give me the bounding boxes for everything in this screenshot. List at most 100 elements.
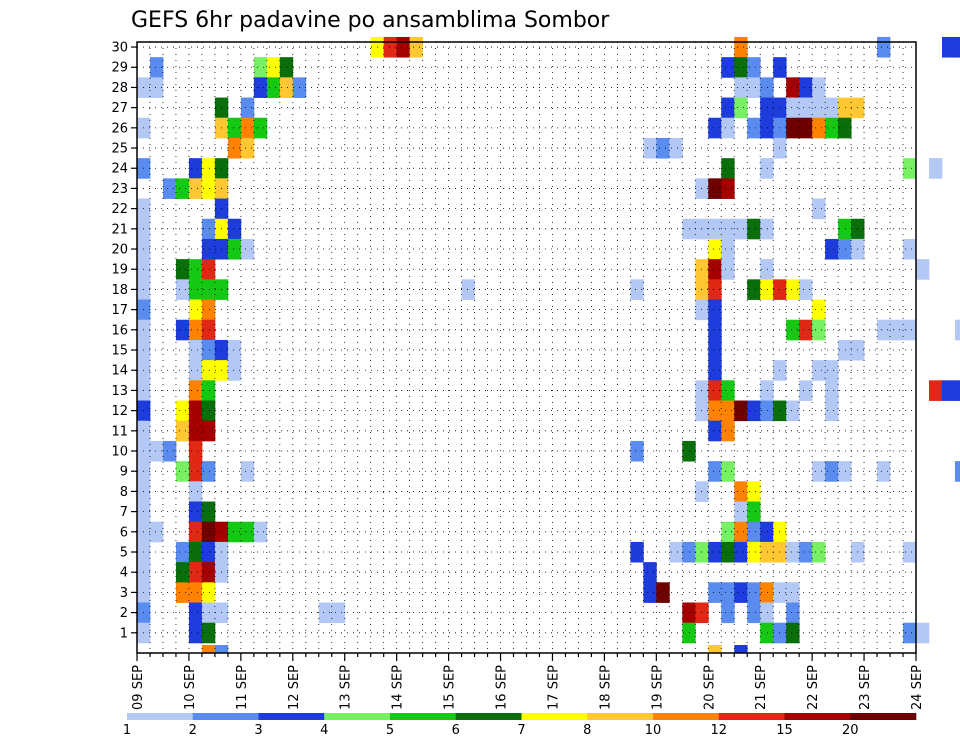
heatmap-cell xyxy=(786,279,800,300)
heatmap-cell xyxy=(721,238,735,260)
heatmap-cell xyxy=(227,238,242,260)
heatmap-cell xyxy=(734,36,748,58)
heatmap-cell xyxy=(916,622,930,644)
heatmap-cell xyxy=(734,481,748,502)
heatmap-cell xyxy=(903,622,917,644)
heatmap-cell xyxy=(175,541,190,563)
heatmap-cell xyxy=(188,562,203,583)
heatmap-cell xyxy=(721,259,735,280)
heatmap-cell xyxy=(188,440,203,462)
heatmap-cell xyxy=(954,461,960,482)
heatmap-cell xyxy=(708,238,722,260)
legend-label: 6 xyxy=(452,723,460,738)
heatmap-cell xyxy=(188,420,203,442)
x-tick-label: 13 SEP xyxy=(339,665,354,710)
heatmap-cell xyxy=(188,380,203,401)
heatmap-cell xyxy=(201,562,216,583)
x-tick-label: 09 SEP xyxy=(131,665,146,710)
heatmap-cell xyxy=(721,582,735,603)
legend-label: 10 xyxy=(645,723,662,738)
heatmap-cell xyxy=(760,380,774,401)
legend-swatch xyxy=(258,713,325,720)
heatmap-cell xyxy=(760,218,774,240)
heatmap-cell xyxy=(708,259,722,280)
heatmap-cell xyxy=(747,279,761,300)
heatmap-cell xyxy=(838,117,852,139)
heatmap-cell xyxy=(188,339,203,361)
heatmap-cell xyxy=(747,117,761,139)
heatmap-cell xyxy=(396,36,411,58)
x-tick-label: 17 SEP xyxy=(546,665,561,710)
legend-swatch xyxy=(390,713,457,720)
heatmap-cell xyxy=(747,501,761,523)
heatmap-cell xyxy=(279,57,294,78)
heatmap-cell xyxy=(227,360,242,381)
heatmap-cell xyxy=(188,602,203,624)
heatmap-cell xyxy=(201,158,216,179)
legend-swatch xyxy=(653,713,720,720)
heatmap-cell xyxy=(708,218,722,240)
heatmap-cell xyxy=(201,541,216,563)
y-tick-label: 10 xyxy=(111,445,128,460)
heatmap-cell xyxy=(786,582,800,603)
heatmap-cell xyxy=(708,582,722,603)
legend-swatch xyxy=(521,713,588,720)
heatmap-cell xyxy=(812,97,826,119)
heatmap-cell xyxy=(240,238,255,260)
x-tick-label: 14 SEP xyxy=(391,665,406,710)
heatmap-cell xyxy=(643,137,657,159)
legend-swatch xyxy=(718,713,785,720)
heatmap-cell xyxy=(721,602,735,624)
chart-title: GEFS 6hr padavine po ansamblima Sombor xyxy=(131,8,610,33)
heatmap-cell xyxy=(201,400,216,422)
legend-label: 12 xyxy=(710,723,727,738)
x-tick-label: 24 SEP xyxy=(910,665,925,710)
x-tick-label: 15 SEP xyxy=(443,665,458,710)
heatmap-cell xyxy=(838,238,852,260)
heatmap-cell xyxy=(708,178,722,199)
heatmap-cell xyxy=(201,420,216,442)
heatmap-cell xyxy=(201,178,216,199)
heatmap-cell xyxy=(760,117,774,139)
heatmap-cell xyxy=(928,380,943,401)
y-tick-label: 29 xyxy=(111,61,128,76)
heatmap-cell xyxy=(721,218,735,240)
heatmap-cell xyxy=(903,158,917,179)
legend-swatch xyxy=(127,713,194,720)
y-tick-label: 23 xyxy=(111,182,128,197)
heatmap-cell xyxy=(188,521,203,543)
heatmap-cell xyxy=(799,319,813,341)
heatmap-cell xyxy=(786,117,800,139)
heatmap-cell xyxy=(682,541,696,563)
heatmap-cell xyxy=(682,440,696,462)
heatmap-cell xyxy=(799,77,813,98)
heatmap-cell xyxy=(760,602,774,624)
heatmap-cell xyxy=(799,97,813,119)
heatmap-cell xyxy=(656,582,670,603)
heatmap-cell xyxy=(941,36,956,58)
heatmap-cell xyxy=(825,461,839,482)
heatmap-cell xyxy=(175,562,190,583)
heatmap-cell xyxy=(760,279,774,300)
heatmap-cell xyxy=(928,158,943,179)
heatmap-cell xyxy=(708,541,722,563)
heatmap-cell xyxy=(188,279,203,300)
y-tick-label: 24 xyxy=(111,162,128,177)
heatmap-cell xyxy=(799,117,813,139)
heatmap-cell xyxy=(734,77,748,98)
y-tick-label: 13 xyxy=(111,384,128,399)
heatmap-cell xyxy=(188,461,203,482)
heatmap-cell xyxy=(630,440,644,462)
heatmap-cell xyxy=(188,158,203,179)
heatmap-cell xyxy=(318,602,333,624)
heatmap-cell xyxy=(760,622,774,644)
y-tick-label: 30 xyxy=(111,41,128,56)
heatmap-cell xyxy=(721,400,735,422)
heatmap-cell xyxy=(786,541,800,563)
heatmap-cell xyxy=(786,97,800,119)
heatmap-cell xyxy=(838,218,852,240)
heatmap-cell xyxy=(201,582,216,603)
heatmap-cell xyxy=(201,602,216,624)
heatmap-cell xyxy=(721,461,735,482)
x-tick-label: 18 SEP xyxy=(598,665,613,710)
